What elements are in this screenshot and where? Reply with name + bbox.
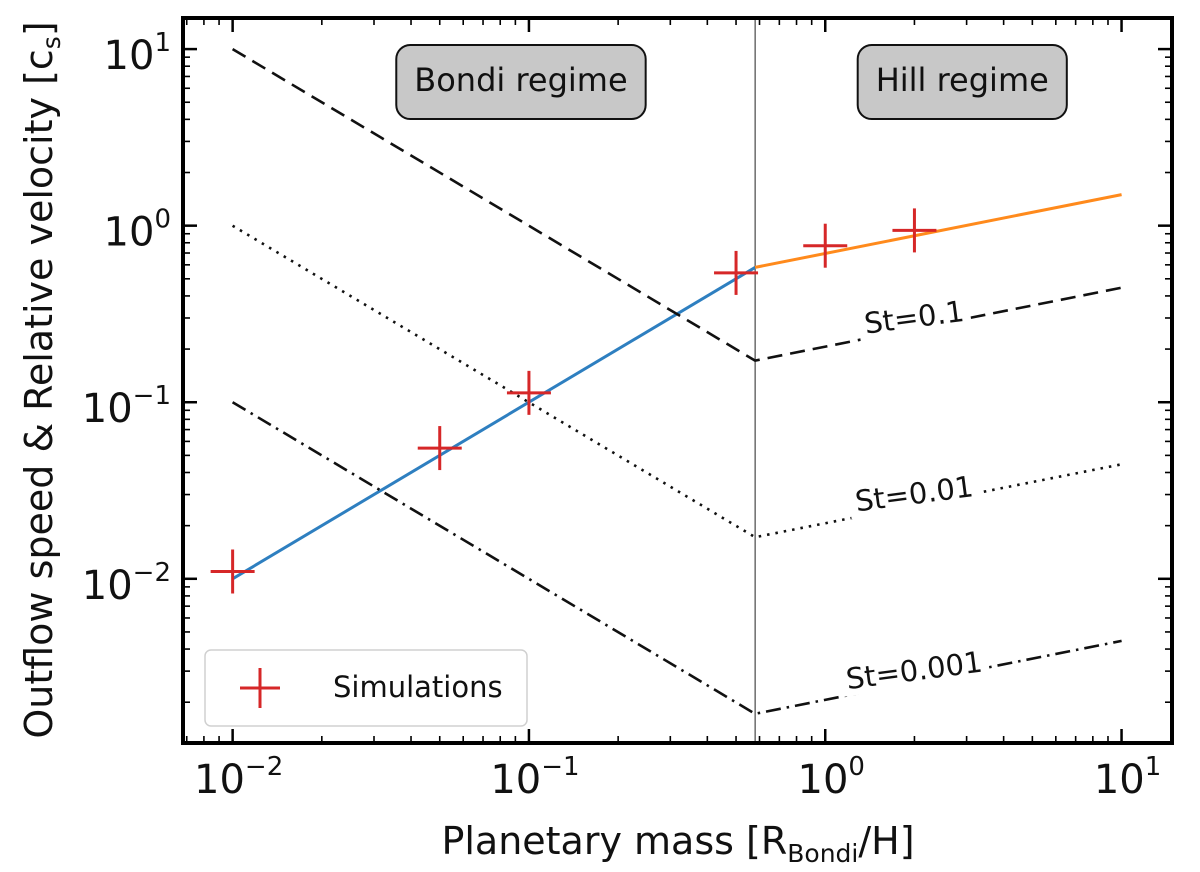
y-tick-label: 10−1	[82, 381, 171, 432]
plot-border	[181, 16, 1174, 745]
series-line-outflow-bondi	[231, 266, 756, 581]
x-tick-label: 101	[1094, 752, 1161, 803]
regime-box-hill-regime: Hill regime	[856, 44, 1068, 120]
y-axis-label: Outflow speed & Relative velocity [cs]	[17, 21, 66, 738]
line-label-st-0-1: St=0.1	[862, 294, 966, 341]
series-line-st-0-1	[231, 47, 1122, 362]
x-tick-label: 10−2	[194, 752, 283, 803]
regime-box-bondi-regime: Bondi regime	[395, 44, 647, 120]
y-tick-label: 100	[104, 205, 171, 256]
y-tick-label: 10−2	[82, 558, 171, 609]
line-label-background	[847, 468, 982, 520]
x-tick-label: 100	[798, 752, 865, 803]
regime-label: Bondi regime	[414, 61, 627, 99]
series-line-st-0-01	[231, 224, 1122, 539]
series-line-outflow-hill	[754, 193, 1122, 269]
line-label-st-0-001: St=0.001	[844, 645, 984, 697]
simulation-point	[714, 250, 759, 295]
line-labels: St=0.1 St=0.01 St=0.001	[838, 293, 991, 698]
simulation-point	[210, 549, 255, 594]
regime-boxes: Bondi regime Hill regime	[395, 44, 1068, 120]
line-label-background	[856, 293, 973, 342]
simulation-point	[506, 370, 551, 415]
x-axis-label: Planetary mass [RBondi/H]	[441, 819, 914, 868]
legend: Simulations	[204, 649, 528, 727]
y-tick-label: 101	[104, 28, 171, 79]
series-lines	[231, 18, 1122, 743]
simulation-point	[892, 208, 937, 253]
legend-box	[204, 649, 528, 727]
line-label-background	[838, 643, 991, 698]
legend-marker	[240, 668, 280, 708]
series-line-st-0-001	[231, 401, 1122, 716]
regime-label: Hill regime	[876, 61, 1049, 99]
x-tick-label: 10−1	[490, 752, 579, 803]
axis-ticks: 10−2 10−1 100 101 10−2 10−1 100 101	[82, 18, 1172, 803]
simulation-point	[803, 223, 848, 268]
simulation-point	[417, 426, 462, 471]
legend-label: Simulations	[333, 670, 503, 704]
axes-frame	[181, 16, 1174, 745]
line-label-st-0-01: St=0.01	[853, 469, 975, 518]
simulation-markers	[210, 208, 937, 594]
